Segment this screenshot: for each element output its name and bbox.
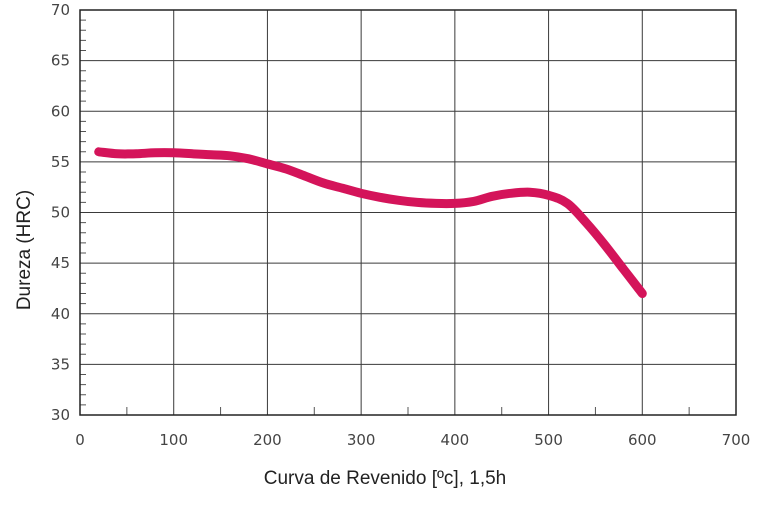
y-axis-title: Dureza (HRC) [14,190,35,310]
x-tick-label: 100 [159,431,188,449]
x-tick-label: 300 [347,431,376,449]
y-tick-label: 65 [51,52,70,70]
y-tick-label: 50 [51,204,70,222]
series-line-hardness [94,147,647,298]
x-tick-label: 500 [534,431,563,449]
y-tick-label: 70 [51,1,70,19]
x-tick-label: 700 [722,431,751,449]
y-tick-label: 60 [51,102,70,120]
y-tick-label: 40 [51,305,70,323]
x-axis-title: Curva de Revenido [ºc], 1,5h [264,468,506,489]
y-tick-labels: 30 35 40 45 50 55 60 65 70 [51,1,70,424]
y-tick-label: 30 [51,406,70,424]
minor-ticks [80,19,690,415]
plot-frame [79,9,737,416]
y-tick-label: 55 [51,153,70,171]
x-tick-label: 0 [75,431,85,449]
x-tick-label: 400 [441,431,470,449]
x-tick-label: 200 [253,431,282,449]
x-tick-label: 600 [628,431,657,449]
grid-lines [80,10,736,415]
y-tick-label: 35 [51,355,70,373]
x-tick-labels: 0 100 200 300 400 500 600 700 [75,431,750,449]
y-tick-label: 45 [51,254,70,272]
